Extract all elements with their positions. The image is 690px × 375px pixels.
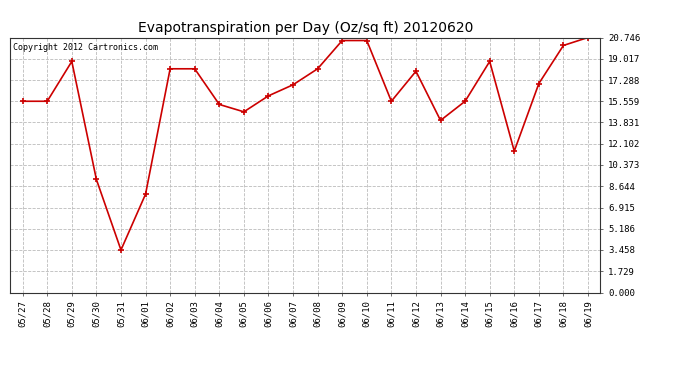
Text: Copyright 2012 Cartronics.com: Copyright 2012 Cartronics.com [13, 43, 158, 52]
Title: Evapotranspiration per Day (Oz/sq ft) 20120620: Evapotranspiration per Day (Oz/sq ft) 20… [137, 21, 473, 35]
